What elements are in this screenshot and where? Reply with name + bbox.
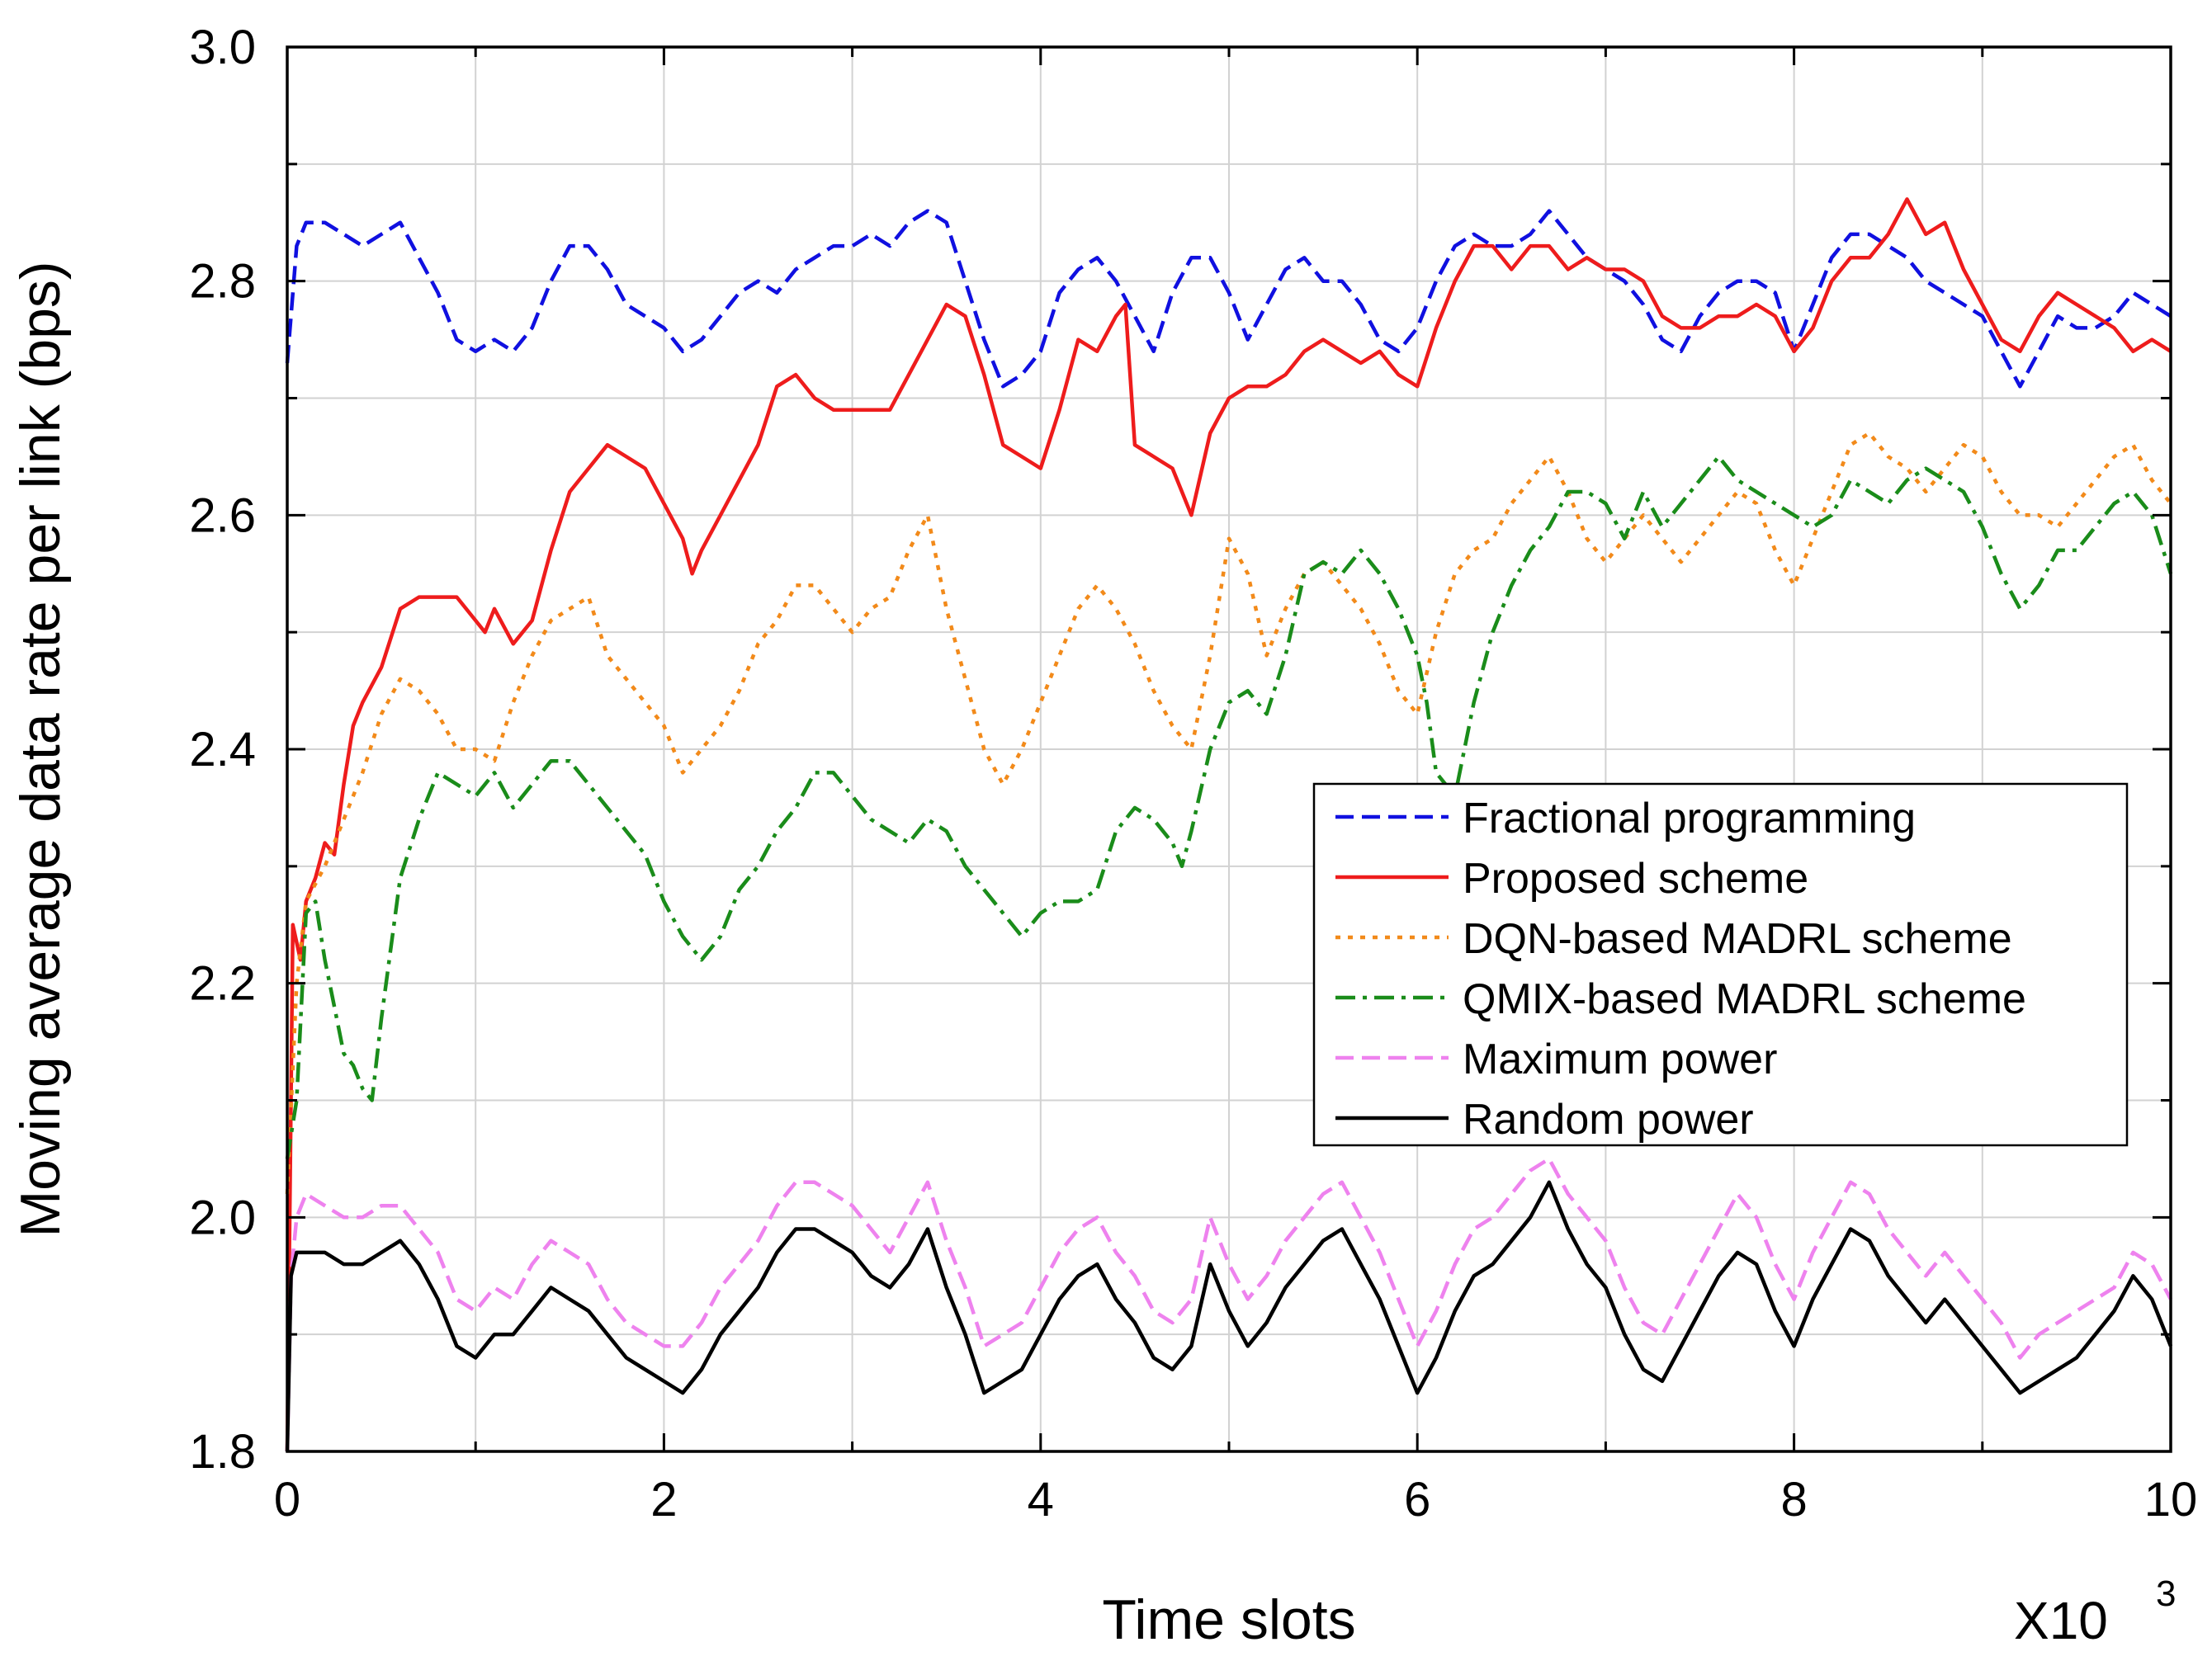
x-tick-label: 8 xyxy=(1780,1473,1807,1527)
legend-label-random-power: Random power xyxy=(1463,1096,1754,1144)
x-axis-label: Time slots xyxy=(1102,1588,1355,1651)
legend: Fractional programming Proposed scheme DQN… xyxy=(1314,784,2127,1145)
y-tick-label: 2.0 xyxy=(189,1191,256,1244)
chart-root: 0 2 4 6 8 10 1.8 2.0 2.2 2.4 2.6 2.8 3.0 Time slots … xyxy=(0,0,2212,1657)
legend-label-maximum-power: Maximum power xyxy=(1463,1036,1777,1083)
y-tick-label: 1.8 xyxy=(189,1425,256,1479)
legend-label-qmix-based-madrl-scheme: QMIX-based MADRL scheme xyxy=(1463,975,2026,1023)
legend-label-proposed-scheme: Proposed scheme xyxy=(1463,855,1808,903)
y-axis-label: Moving average data rate per link (bps) xyxy=(9,261,72,1237)
y-tick-label: 2.6 xyxy=(189,488,256,542)
y-tick-label: 2.2 xyxy=(189,957,256,1011)
y-tick-label: 3.0 xyxy=(189,21,256,74)
legend-label-dqn-based-madrl-scheme: DQN-based MADRL scheme xyxy=(1463,915,2012,963)
x-tick-label: 2 xyxy=(650,1473,677,1527)
line-chart: 0 2 4 6 8 101.82.02.22.42.62.83.0 Time slots … xyxy=(0,0,2212,1657)
y-tick-label: 2.4 xyxy=(189,723,256,776)
y-tick-label: 2.8 xyxy=(189,255,256,309)
x-tick-label: 0 xyxy=(274,1473,300,1527)
x-axis-multiplier: X10 xyxy=(2014,1591,2108,1650)
x-tick-label: 6 xyxy=(1404,1473,1430,1527)
legend-label-fractional-programming: Fractional programming xyxy=(1463,795,1916,842)
x-tick-label: 10 xyxy=(2144,1473,2198,1527)
x-tick-label: 4 xyxy=(1028,1473,1054,1527)
x-axis-multiplier-exponent: 3 xyxy=(2156,1574,2176,1614)
